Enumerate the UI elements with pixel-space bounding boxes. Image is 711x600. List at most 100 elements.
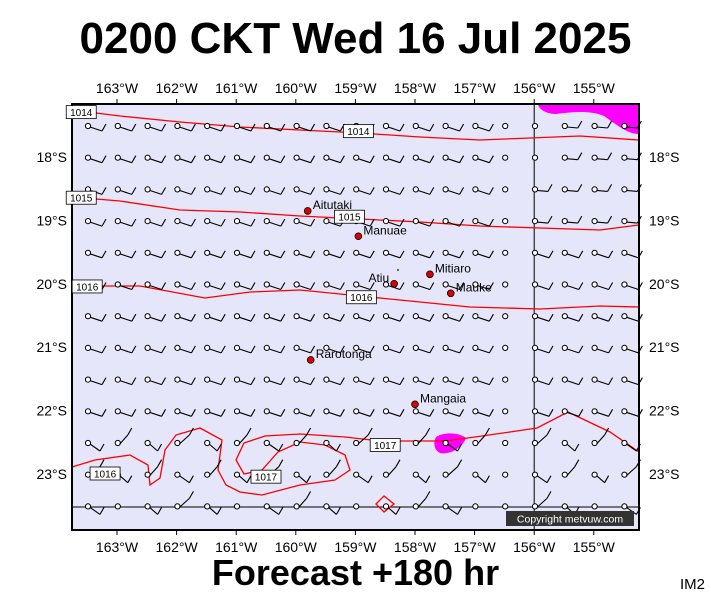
wind-barb (174, 491, 194, 510)
wind-barb (144, 439, 163, 452)
svg-text:1016: 1016 (350, 293, 373, 304)
wind-barb (323, 313, 345, 322)
wind-barb (204, 376, 226, 386)
wind-barb (233, 313, 256, 322)
lon-label-top: 155°W (573, 80, 616, 96)
wind-barb (114, 154, 137, 164)
lat-label-left: 21°S (36, 339, 67, 355)
wind-barb (353, 376, 375, 386)
wind-barb (263, 154, 286, 164)
isobar-label: 1016 (89, 466, 121, 481)
wind-barb (293, 281, 316, 291)
wind-barb (233, 344, 256, 354)
wind-barb (621, 120, 642, 130)
wind-barb (591, 313, 614, 322)
wind-barb (293, 122, 316, 132)
wind-barb (323, 408, 345, 417)
wind-barb (233, 503, 241, 510)
wind-barb (353, 281, 375, 291)
wind-barb (561, 459, 580, 478)
lat-label-left: 18°S (36, 149, 67, 165)
wind-barb (531, 471, 552, 484)
wind-barb (502, 376, 509, 383)
wind-barb (204, 186, 226, 195)
wind-barb (174, 376, 196, 386)
lon-label-top: 161°W (215, 80, 258, 96)
wind-barb (442, 186, 465, 195)
forecast-label: Forecast +180 hr (211, 552, 500, 593)
wind-barb (263, 186, 286, 195)
island-dot (397, 269, 399, 271)
wind-barb (174, 122, 196, 132)
wind-barb (84, 344, 107, 354)
wind-barb (531, 408, 554, 417)
wind-barb (144, 154, 167, 164)
wind-barb (412, 249, 435, 259)
wind-barb (353, 344, 375, 354)
wind-barb (382, 408, 405, 417)
wind-barb (531, 344, 554, 354)
wind-barb (591, 427, 610, 447)
wind-barb (382, 344, 405, 354)
wind-barb (561, 152, 583, 161)
rain-area-south (434, 433, 466, 454)
lon-label-bottom: 161°W (215, 539, 258, 555)
svg-text:Aitutaki: Aitutaki (313, 198, 352, 212)
wind-barb (591, 120, 613, 130)
place-manuae: Manuae (354, 223, 407, 241)
wind-barb (412, 218, 435, 227)
wind-barb (204, 459, 222, 478)
wind-barb (472, 186, 494, 195)
wind-barb (412, 186, 435, 195)
wind-barb (353, 503, 360, 510)
wind-barb (561, 376, 584, 386)
wind-barb (233, 154, 256, 164)
wind-barb (233, 218, 256, 227)
svg-text:Atiu: Atiu (368, 271, 389, 285)
lat-label-right: 21°S (649, 339, 680, 355)
wind-barb (382, 503, 401, 515)
wind-barb (502, 344, 509, 351)
wind-barb (263, 503, 284, 515)
wind-barb (412, 376, 435, 386)
wind-barb (204, 218, 226, 227)
wind-barb (502, 471, 509, 478)
isobar-label: 1014 (342, 124, 374, 138)
wind-barb (233, 471, 252, 484)
isobar-label: 1016 (345, 290, 377, 304)
map-title: 0200 CKT Wed 16 Jul 2025 (79, 14, 632, 63)
wind-barb (472, 122, 494, 132)
wind-barb (561, 408, 584, 417)
wind-barb (472, 154, 494, 164)
wind-barb (144, 249, 167, 259)
isobar-labels: 1014 1014 1015 1015 1016 1016 1017 1016 1017 (65, 105, 401, 484)
wind-barb (174, 249, 196, 259)
wind-barb (382, 376, 405, 386)
wind-barb (472, 218, 494, 227)
wind-barb (144, 186, 167, 195)
wind-barb (174, 344, 196, 354)
wind-barb (174, 154, 196, 164)
lat-label-left: 23°S (36, 466, 67, 482)
wind-barb (323, 376, 345, 386)
wind-barb (531, 122, 539, 130)
wind-barb (382, 186, 405, 195)
wind-barb (621, 344, 643, 354)
wind-barb (412, 344, 435, 354)
wind-barb (502, 186, 509, 193)
isobar-label: 1017 (250, 469, 282, 484)
wind-barb (412, 313, 435, 322)
wind-barb (263, 408, 286, 417)
wind-barb (323, 344, 345, 354)
wind-barb (531, 427, 552, 447)
wind-barb (293, 218, 316, 227)
wind-barb (382, 249, 405, 259)
wind-barb (174, 471, 194, 484)
wind-barb (472, 313, 494, 322)
place-atiu: Atiu (368, 271, 398, 288)
wind-barb (502, 439, 509, 447)
wind-barb (114, 427, 133, 447)
wind-barb (144, 218, 167, 227)
lat-label-right: 20°S (649, 276, 680, 292)
wind-barb (293, 427, 312, 447)
